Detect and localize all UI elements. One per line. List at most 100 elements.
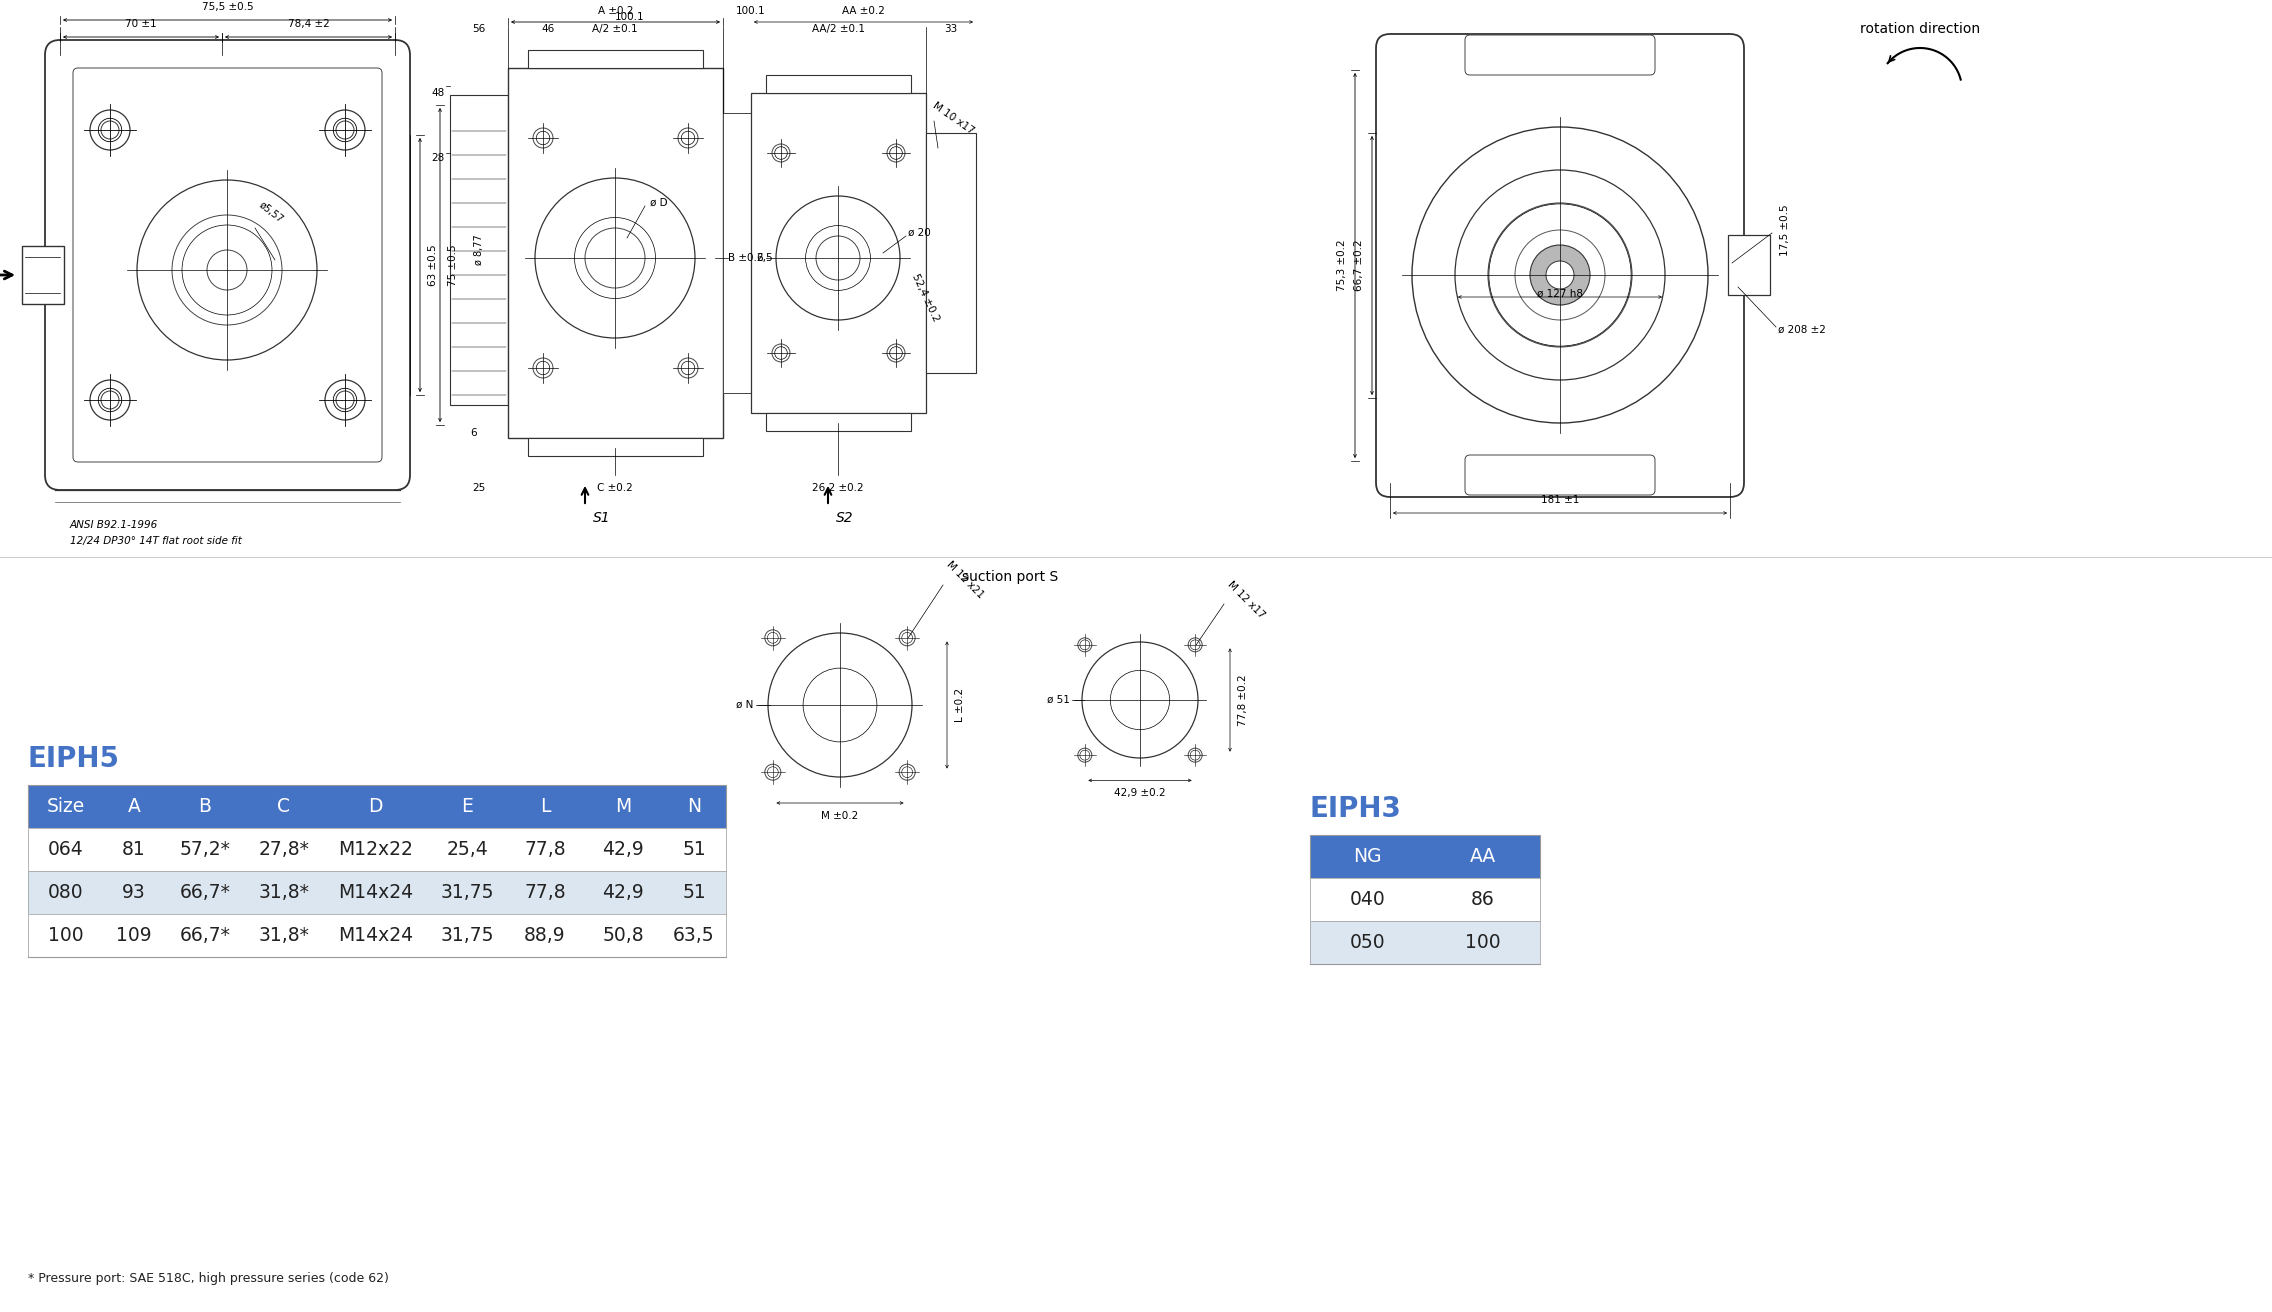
Text: 100: 100 [48, 926, 84, 945]
Bar [427, 871, 507, 914]
Bar [1311, 921, 1540, 964]
Bar [102, 871, 166, 914]
Text: 81: 81 [123, 840, 145, 859]
Bar [102, 914, 166, 956]
Text: 63,5: 63,5 [673, 926, 716, 945]
Bar [584, 914, 661, 956]
Text: ø 8,77: ø 8,77 [475, 235, 484, 265]
Text: 50,8: 50,8 [602, 926, 643, 945]
Text: 31,75: 31,75 [441, 926, 493, 945]
Text: E: E [461, 796, 473, 816]
Bar [722, 113, 752, 394]
Text: 33: 33 [945, 24, 957, 34]
Bar [245, 828, 323, 871]
Text: M 10 x17: M 10 x17 [932, 100, 977, 136]
Text: 66,7*: 66,7* [179, 883, 229, 903]
Text: 040: 040 [1350, 890, 1386, 909]
Text: NG: NG [1354, 848, 1381, 866]
Text: 6: 6 [470, 428, 477, 438]
Text: 66,7*: 66,7* [179, 926, 229, 945]
Bar [27, 871, 102, 914]
Text: S2: S2 [836, 510, 854, 525]
Bar [507, 914, 584, 956]
Text: A ±0.2: A ±0.2 [598, 7, 634, 16]
Text: * Pressure port: SAE 518C, high pressure series (code 62): * Pressure port: SAE 518C, high pressure… [27, 1273, 389, 1284]
Text: ANSI B92.1-1996: ANSI B92.1-1996 [70, 520, 159, 530]
Bar [166, 871, 245, 914]
Text: 26,2 ±0.2: 26,2 ±0.2 [811, 483, 863, 493]
Bar [661, 871, 727, 914]
Bar [927, 133, 977, 373]
Bar [1311, 878, 1425, 921]
Text: 88,9: 88,9 [525, 926, 566, 945]
Text: 064: 064 [48, 840, 84, 859]
Text: 77,8: 77,8 [525, 840, 566, 859]
Bar [527, 50, 702, 68]
Text: suction port S: suction port S [961, 569, 1059, 584]
Text: EIPH3: EIPH3 [1311, 795, 1402, 823]
Bar [1425, 921, 1540, 964]
Bar [661, 785, 727, 828]
Text: AA: AA [1470, 848, 1495, 866]
Bar [166, 914, 245, 956]
Bar [245, 785, 323, 828]
Text: 31,8*: 31,8* [259, 883, 309, 903]
FancyBboxPatch shape [73, 68, 382, 462]
Text: 31,75: 31,75 [441, 883, 493, 903]
Text: 100.1: 100.1 [616, 12, 645, 22]
Text: 78,4 ±2: 78,4 ±2 [289, 18, 329, 29]
Bar [766, 413, 911, 432]
Bar [427, 785, 507, 828]
Text: EIPH5: EIPH5 [27, 745, 120, 773]
Text: 42,9: 42,9 [602, 883, 643, 903]
Bar [661, 914, 727, 956]
Text: 75 ±0.5: 75 ±0.5 [448, 244, 459, 286]
Text: B ±0.2: B ±0.2 [727, 253, 763, 262]
Bar [427, 828, 507, 871]
Bar [245, 914, 323, 956]
Text: 46: 46 [541, 24, 554, 34]
Text: ø 51: ø 51 [1047, 695, 1070, 705]
Bar [166, 785, 245, 828]
Text: M: M [616, 796, 632, 816]
Text: 100: 100 [1465, 933, 1500, 953]
Text: N: N [686, 796, 702, 816]
Bar [166, 828, 245, 871]
Text: M14x24: M14x24 [339, 926, 414, 945]
Bar [102, 785, 166, 828]
Text: 050: 050 [1350, 933, 1386, 953]
Bar [584, 785, 661, 828]
Text: ø N: ø N [736, 701, 752, 710]
Text: D: D [368, 796, 382, 816]
Text: ø5,57: ø5,57 [257, 199, 284, 224]
Bar [507, 828, 584, 871]
Text: C: C [277, 796, 291, 816]
Circle shape [1545, 261, 1574, 289]
Text: 70 ±1: 70 ±1 [125, 18, 157, 29]
Bar [27, 871, 727, 914]
Text: 25,4: 25,4 [445, 840, 488, 859]
Bar [1425, 834, 1540, 878]
Text: A: A [127, 796, 141, 816]
Bar [752, 93, 927, 413]
Text: 27,8*: 27,8* [259, 840, 309, 859]
Bar [23, 247, 64, 304]
Bar [102, 828, 166, 871]
Text: 86: 86 [1470, 890, 1495, 909]
Bar [661, 828, 727, 871]
Bar [27, 785, 727, 828]
Text: 17,5 ±0.5: 17,5 ±0.5 [1779, 205, 1790, 256]
Bar [27, 828, 727, 871]
Text: 181 ±1: 181 ±1 [1540, 495, 1579, 505]
Text: L ±0.2: L ±0.2 [954, 687, 966, 722]
Bar [1311, 834, 1540, 878]
Bar [584, 828, 661, 871]
Bar [323, 828, 427, 871]
Bar [27, 914, 102, 956]
Text: 12/24 DP30° 14T flat root side fit: 12/24 DP30° 14T flat root side fit [70, 537, 241, 546]
Text: 57,2*: 57,2* [179, 840, 229, 859]
Bar [1311, 921, 1425, 964]
Text: S1: S1 [593, 510, 611, 525]
Text: M 12 x21: M 12 x21 [945, 559, 986, 601]
Circle shape [1529, 245, 1590, 304]
